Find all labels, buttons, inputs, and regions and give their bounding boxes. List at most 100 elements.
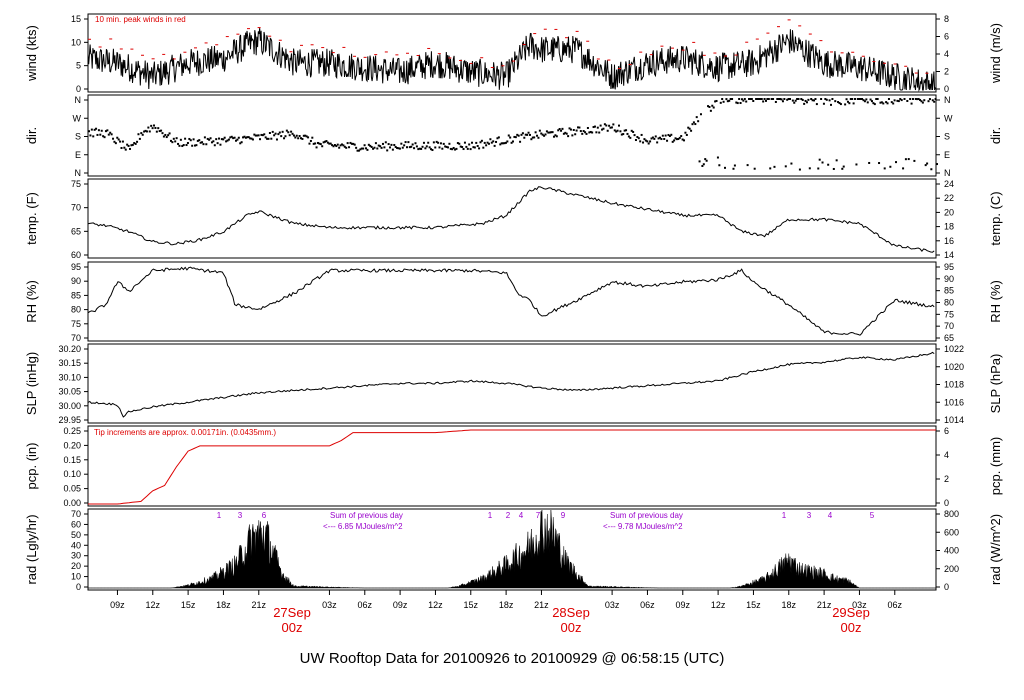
- series-line-wind: [87, 28, 936, 92]
- direction-point: [386, 149, 389, 152]
- direction-point: [543, 134, 546, 137]
- direction-point: [599, 124, 602, 127]
- direction-point: [667, 133, 670, 136]
- direction-point: [852, 102, 855, 105]
- time-tick-label: 12z: [428, 600, 443, 610]
- direction-point: [797, 98, 800, 100]
- direction-point: [767, 98, 770, 100]
- direction-point: [643, 138, 646, 141]
- direction-point: [189, 139, 192, 142]
- direction-point: [625, 129, 628, 132]
- direction-point: [184, 137, 187, 140]
- direction-point: [821, 161, 824, 164]
- direction-point: [716, 156, 719, 159]
- direction-point: [629, 136, 632, 139]
- direction-point: [482, 146, 485, 149]
- direction-point: [702, 163, 705, 166]
- direction-point: [274, 132, 277, 135]
- direction-point: [595, 131, 598, 134]
- direction-point: [790, 162, 793, 165]
- direction-point: [803, 102, 806, 105]
- left-tick-label: 60: [71, 250, 81, 260]
- direction-point: [608, 124, 611, 127]
- right-tick-label: 6: [944, 426, 949, 436]
- direction-point: [868, 161, 871, 164]
- time-tick-label: 03z: [852, 600, 867, 610]
- direction-point: [930, 168, 933, 171]
- left-axis-label-wind: wind (kts): [24, 25, 39, 82]
- direction-point: [875, 98, 878, 100]
- direction-point: [903, 98, 906, 100]
- direction-point: [528, 133, 531, 136]
- direction-point: [526, 133, 529, 136]
- direction-point: [390, 143, 393, 146]
- left-tick-label: 20: [71, 561, 81, 571]
- direction-point: [398, 147, 401, 150]
- direction-point: [825, 98, 828, 101]
- direction-point: [822, 102, 825, 105]
- direction-point: [661, 134, 664, 137]
- direction-point: [420, 147, 423, 150]
- direction-point: [534, 131, 537, 134]
- direction-point: [373, 146, 376, 149]
- direction-point: [326, 141, 329, 144]
- left-tick-label: 65: [71, 226, 81, 236]
- direction-point: [186, 142, 189, 145]
- direction-point: [121, 140, 124, 143]
- direction-point: [499, 143, 502, 146]
- direction-point: [612, 123, 615, 126]
- direction-point: [589, 130, 592, 133]
- direction-point: [517, 134, 520, 137]
- left-tick-label: S: [75, 132, 81, 142]
- direction-point: [610, 126, 613, 129]
- left-tick-label: 75: [71, 179, 81, 189]
- direction-point: [451, 148, 454, 151]
- direction-point: [844, 103, 847, 106]
- direction-point: [404, 141, 407, 144]
- direction-point: [140, 132, 143, 135]
- direction-point: [112, 137, 115, 140]
- direction-point: [449, 147, 452, 150]
- direction-point: [931, 99, 934, 102]
- direction-point: [677, 138, 680, 141]
- direction-point: [533, 136, 536, 139]
- direction-point: [345, 146, 348, 149]
- direction-point: [486, 141, 489, 144]
- right-tick-label: 90: [944, 274, 954, 284]
- right-tick-label: 20: [944, 207, 954, 217]
- direction-point: [565, 132, 568, 135]
- direction-point: [691, 123, 694, 126]
- direction-point: [415, 145, 418, 148]
- right-axis-label-temp: temp. (C): [988, 191, 1003, 245]
- direction-point: [906, 99, 909, 102]
- direction-point: [352, 142, 355, 145]
- direction-point: [791, 99, 794, 102]
- panel-frame-wind: [87, 13, 937, 93]
- panel-frame-pcp: [87, 425, 937, 507]
- direction-point: [437, 141, 440, 144]
- direction-point: [174, 140, 177, 143]
- direction-point: [212, 140, 215, 143]
- radiation-marker: 1: [488, 511, 493, 520]
- direction-point: [585, 132, 588, 135]
- direction-point: [637, 137, 640, 140]
- direction-point: [562, 132, 565, 135]
- direction-point: [757, 98, 760, 100]
- direction-point: [902, 167, 905, 170]
- direction-point: [900, 99, 903, 102]
- direction-point: [793, 101, 796, 104]
- direction-point: [315, 146, 318, 149]
- direction-point: [342, 144, 345, 147]
- direction-point: [88, 130, 90, 133]
- time-tick-label: 06z: [888, 600, 903, 610]
- panel-frame-temp: [87, 178, 937, 259]
- direction-point: [113, 140, 116, 143]
- right-tick-label: 4: [944, 49, 949, 59]
- right-axis-label-dir: dir.: [988, 127, 1003, 144]
- direction-point: [882, 102, 885, 105]
- left-axis-label-dir: dir.: [24, 127, 39, 144]
- direction-point: [663, 138, 666, 141]
- direction-point: [165, 136, 168, 139]
- direction-point: [154, 126, 157, 129]
